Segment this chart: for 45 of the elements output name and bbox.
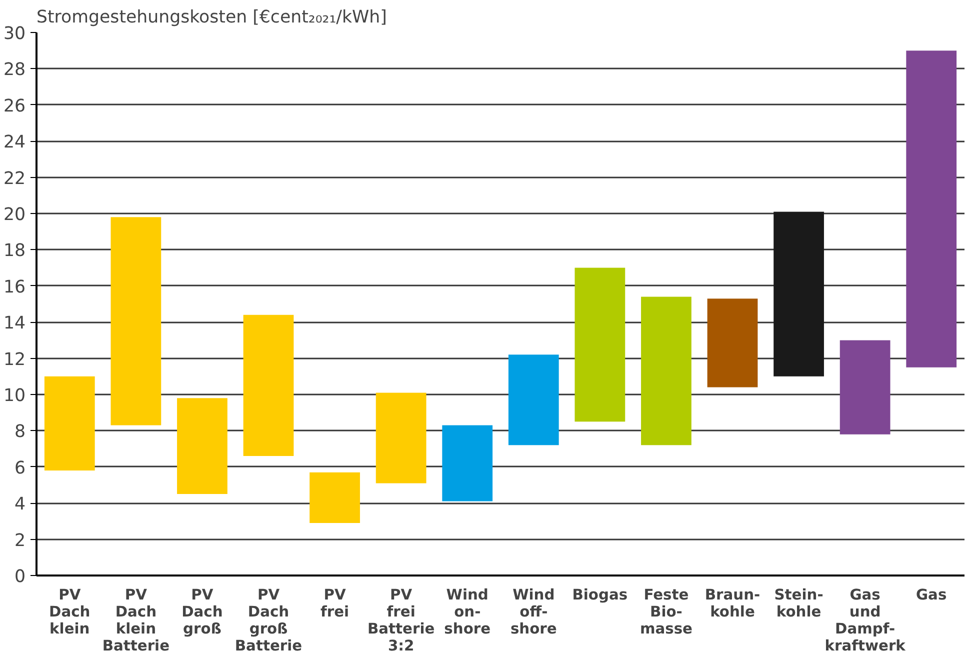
bar — [442, 425, 493, 502]
x-tick-label: PV frei — [320, 586, 350, 620]
y-tick-label: 10 — [3, 386, 26, 406]
x-tick-label: Biogas — [572, 586, 628, 604]
y-tick-label: 6 — [14, 458, 26, 478]
y-tick-label: 14 — [3, 314, 26, 334]
x-tick-label: Wind off- shore — [510, 586, 557, 638]
y-tick-label: 20 — [3, 205, 26, 225]
x-tick-label: PV frei Batterie 3:2 — [367, 586, 435, 654]
y-tick-label: 26 — [3, 96, 26, 116]
y-tick-label: 4 — [14, 494, 26, 515]
bar — [44, 376, 95, 471]
bar — [707, 298, 758, 388]
y-tick-label: 24 — [3, 132, 26, 153]
bar — [376, 392, 426, 484]
bar — [508, 354, 559, 446]
bar — [110, 217, 162, 426]
x-tick-label: Gas — [916, 586, 947, 604]
bar — [840, 340, 890, 434]
x-tick-label: Wind on- shore — [444, 586, 491, 638]
x-tick-label: PV Dach klein Batterie — [102, 586, 170, 654]
y-tick-label: 12 — [3, 350, 26, 370]
bar — [310, 472, 360, 524]
bar — [641, 296, 692, 446]
y-tick-label: 30 — [3, 24, 26, 44]
bar — [574, 268, 626, 422]
x-tick-label: Gas und Dampf- kraftwerk — [824, 586, 907, 654]
x-tick-label: Stein- kohle — [774, 586, 824, 620]
bar — [177, 398, 228, 494]
y-tick-label: 8 — [14, 422, 26, 442]
bar — [906, 50, 957, 368]
x-tick-label: Braun- kohle — [704, 586, 760, 620]
x-tick-label: PV Dach groß Batterie — [234, 586, 302, 654]
bar — [774, 212, 824, 376]
y-tick-label: 0 — [14, 567, 26, 587]
y-tick-label: 28 — [3, 60, 26, 80]
x-tick-label: Feste Bio- masse — [640, 586, 693, 638]
y-tick-label: 16 — [3, 277, 26, 298]
x-tick-label: PV Dach groß — [182, 586, 223, 638]
x-tick-label: PV Dach klein — [49, 586, 90, 638]
y-tick-label: 18 — [3, 241, 26, 262]
y-tick-label: 2 — [14, 530, 26, 551]
y-tick-label: 22 — [3, 168, 26, 189]
bar — [243, 314, 294, 456]
y-axis-title: Stromgestehungskosten [€cent₂₀₂₁/kWh] — [36, 8, 387, 28]
